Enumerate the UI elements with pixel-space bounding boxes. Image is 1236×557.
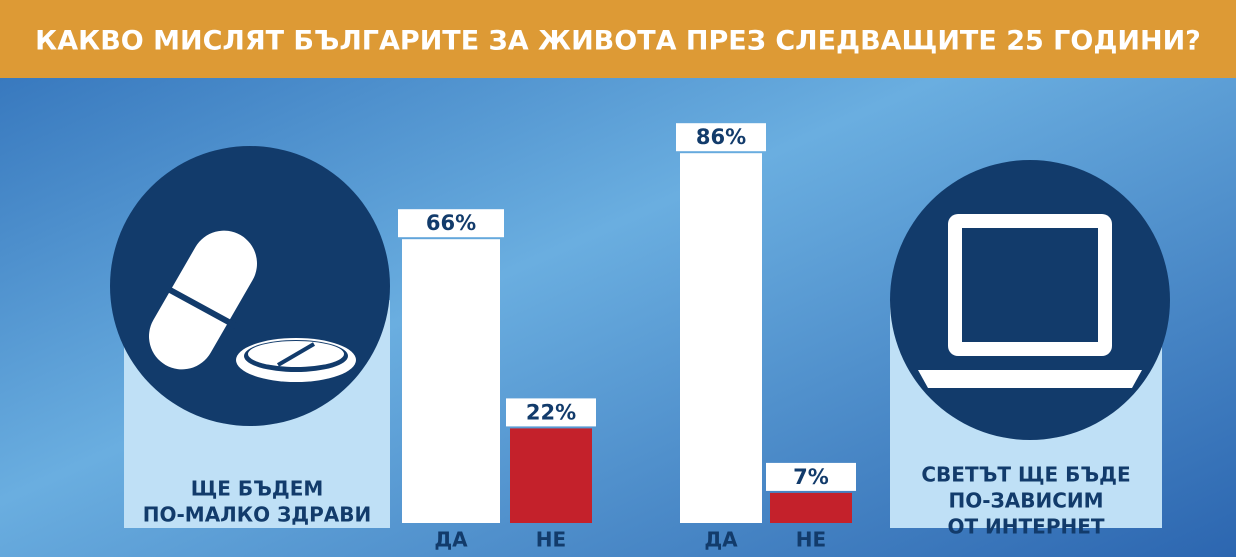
value-label-box xyxy=(676,123,766,152)
bar xyxy=(402,239,500,523)
chart-title: ОТ ИНТЕРНЕТ xyxy=(947,515,1104,539)
value-label: 22% xyxy=(526,400,576,424)
main-title: КАКВО МИСЛЯТ БЪЛГАРИТЕ ЗА ЖИВОТА ПРЕЗ СЛ… xyxy=(35,26,1201,57)
category-label: ДА xyxy=(704,528,738,552)
bar xyxy=(770,492,852,523)
value-label: 86% xyxy=(696,125,746,149)
pill-icon xyxy=(149,230,356,382)
chart-title: СВЕТЪТ ЩЕ БЪДЕ xyxy=(921,463,1130,487)
chart-title: ПО-МАЛКО ЗДРАВИ xyxy=(143,503,372,527)
category-label: НЕ xyxy=(796,528,826,552)
value-label-box xyxy=(506,398,596,427)
chart-title: ПО-ЗАВИСИМ xyxy=(948,489,1103,513)
title-band xyxy=(0,0,1236,78)
laptop-icon xyxy=(918,214,1142,388)
value-label: 7% xyxy=(793,465,829,489)
value-label: 66% xyxy=(426,211,476,235)
icon-circle xyxy=(110,146,390,426)
bar xyxy=(680,153,762,523)
category-label: ДА xyxy=(434,528,468,552)
bar xyxy=(510,428,592,523)
chart-title: ЩЕ БЪДЕМ xyxy=(191,477,324,501)
category-label: НЕ xyxy=(536,528,566,552)
value-label-box xyxy=(766,462,856,491)
value-label-box xyxy=(398,209,504,238)
